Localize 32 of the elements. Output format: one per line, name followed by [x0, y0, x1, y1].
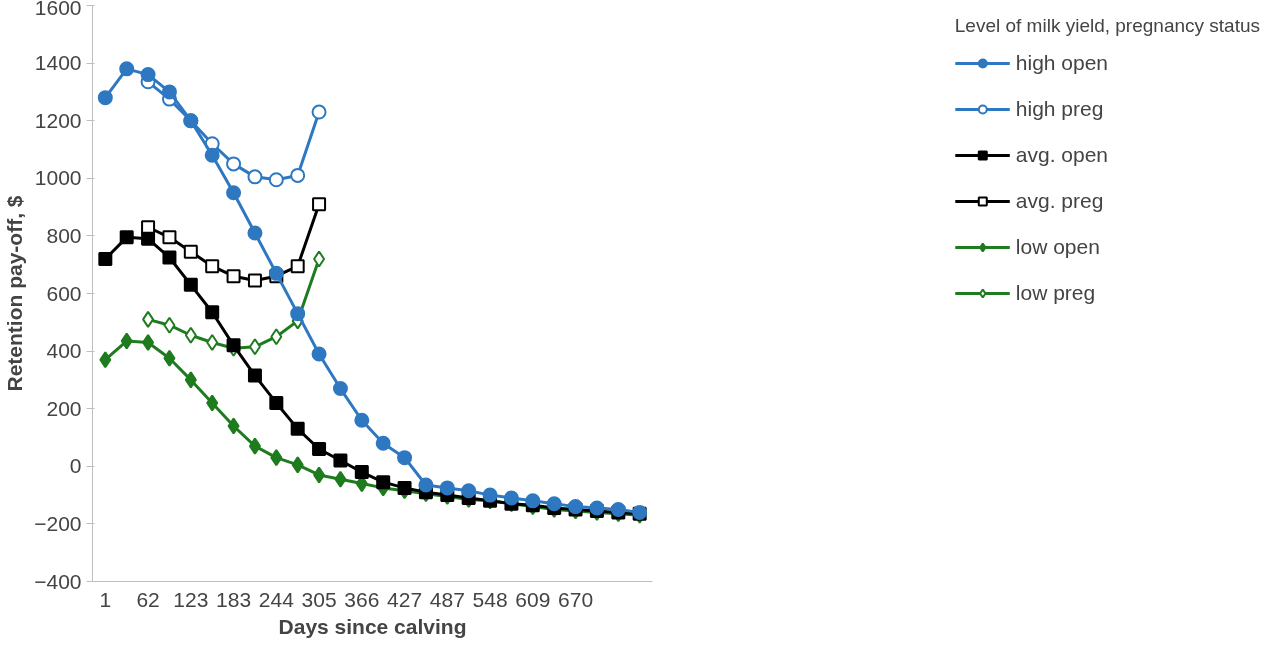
y-tick-label: 1600 — [34, 0, 82, 19]
legend-label: avg. preg — [1015, 189, 1104, 213]
y-tick-label: 0 — [69, 454, 82, 478]
legend-label: avg. open — [1015, 143, 1109, 167]
y-tick-label: 400 — [46, 339, 82, 363]
x-tick-label: 487 — [429, 587, 465, 611]
y-axis-title: Retention pay-off, $ — [3, 195, 27, 392]
y-tick-label: 600 — [46, 281, 82, 305]
x-tick-label: 305 — [301, 587, 337, 611]
y-tick-label: 1000 — [34, 166, 82, 190]
x-tick-label: 548 — [472, 587, 508, 611]
x-tick-label: 244 — [258, 587, 295, 611]
y-tick-label: 200 — [46, 396, 82, 420]
legend-label: low preg — [1015, 281, 1096, 305]
x-tick-label: 366 — [344, 587, 380, 611]
y-tick-label: −400 — [34, 569, 82, 593]
y-tick-label: 1200 — [34, 108, 82, 132]
x-tick-label: 62 — [136, 587, 160, 611]
x-tick-label: 427 — [387, 587, 423, 611]
x-tick-label: 183 — [216, 587, 252, 611]
y-tick-label: −200 — [34, 511, 82, 535]
y-tick-label: 1400 — [34, 51, 82, 75]
legend-title: Level of milk yield, pregnancy status — [954, 15, 1260, 37]
x-axis-title: Days since calving — [278, 614, 467, 638]
legend-label: high open — [1015, 51, 1109, 75]
legend-label: high preg — [1015, 97, 1104, 121]
x-tick-label: 670 — [558, 587, 594, 611]
x-tick-label: 1 — [99, 587, 112, 611]
y-tick-label: 800 — [46, 223, 82, 247]
x-tick-label: 123 — [173, 587, 209, 611]
legend-label: low open — [1015, 235, 1100, 259]
x-tick-label: 609 — [515, 587, 551, 611]
